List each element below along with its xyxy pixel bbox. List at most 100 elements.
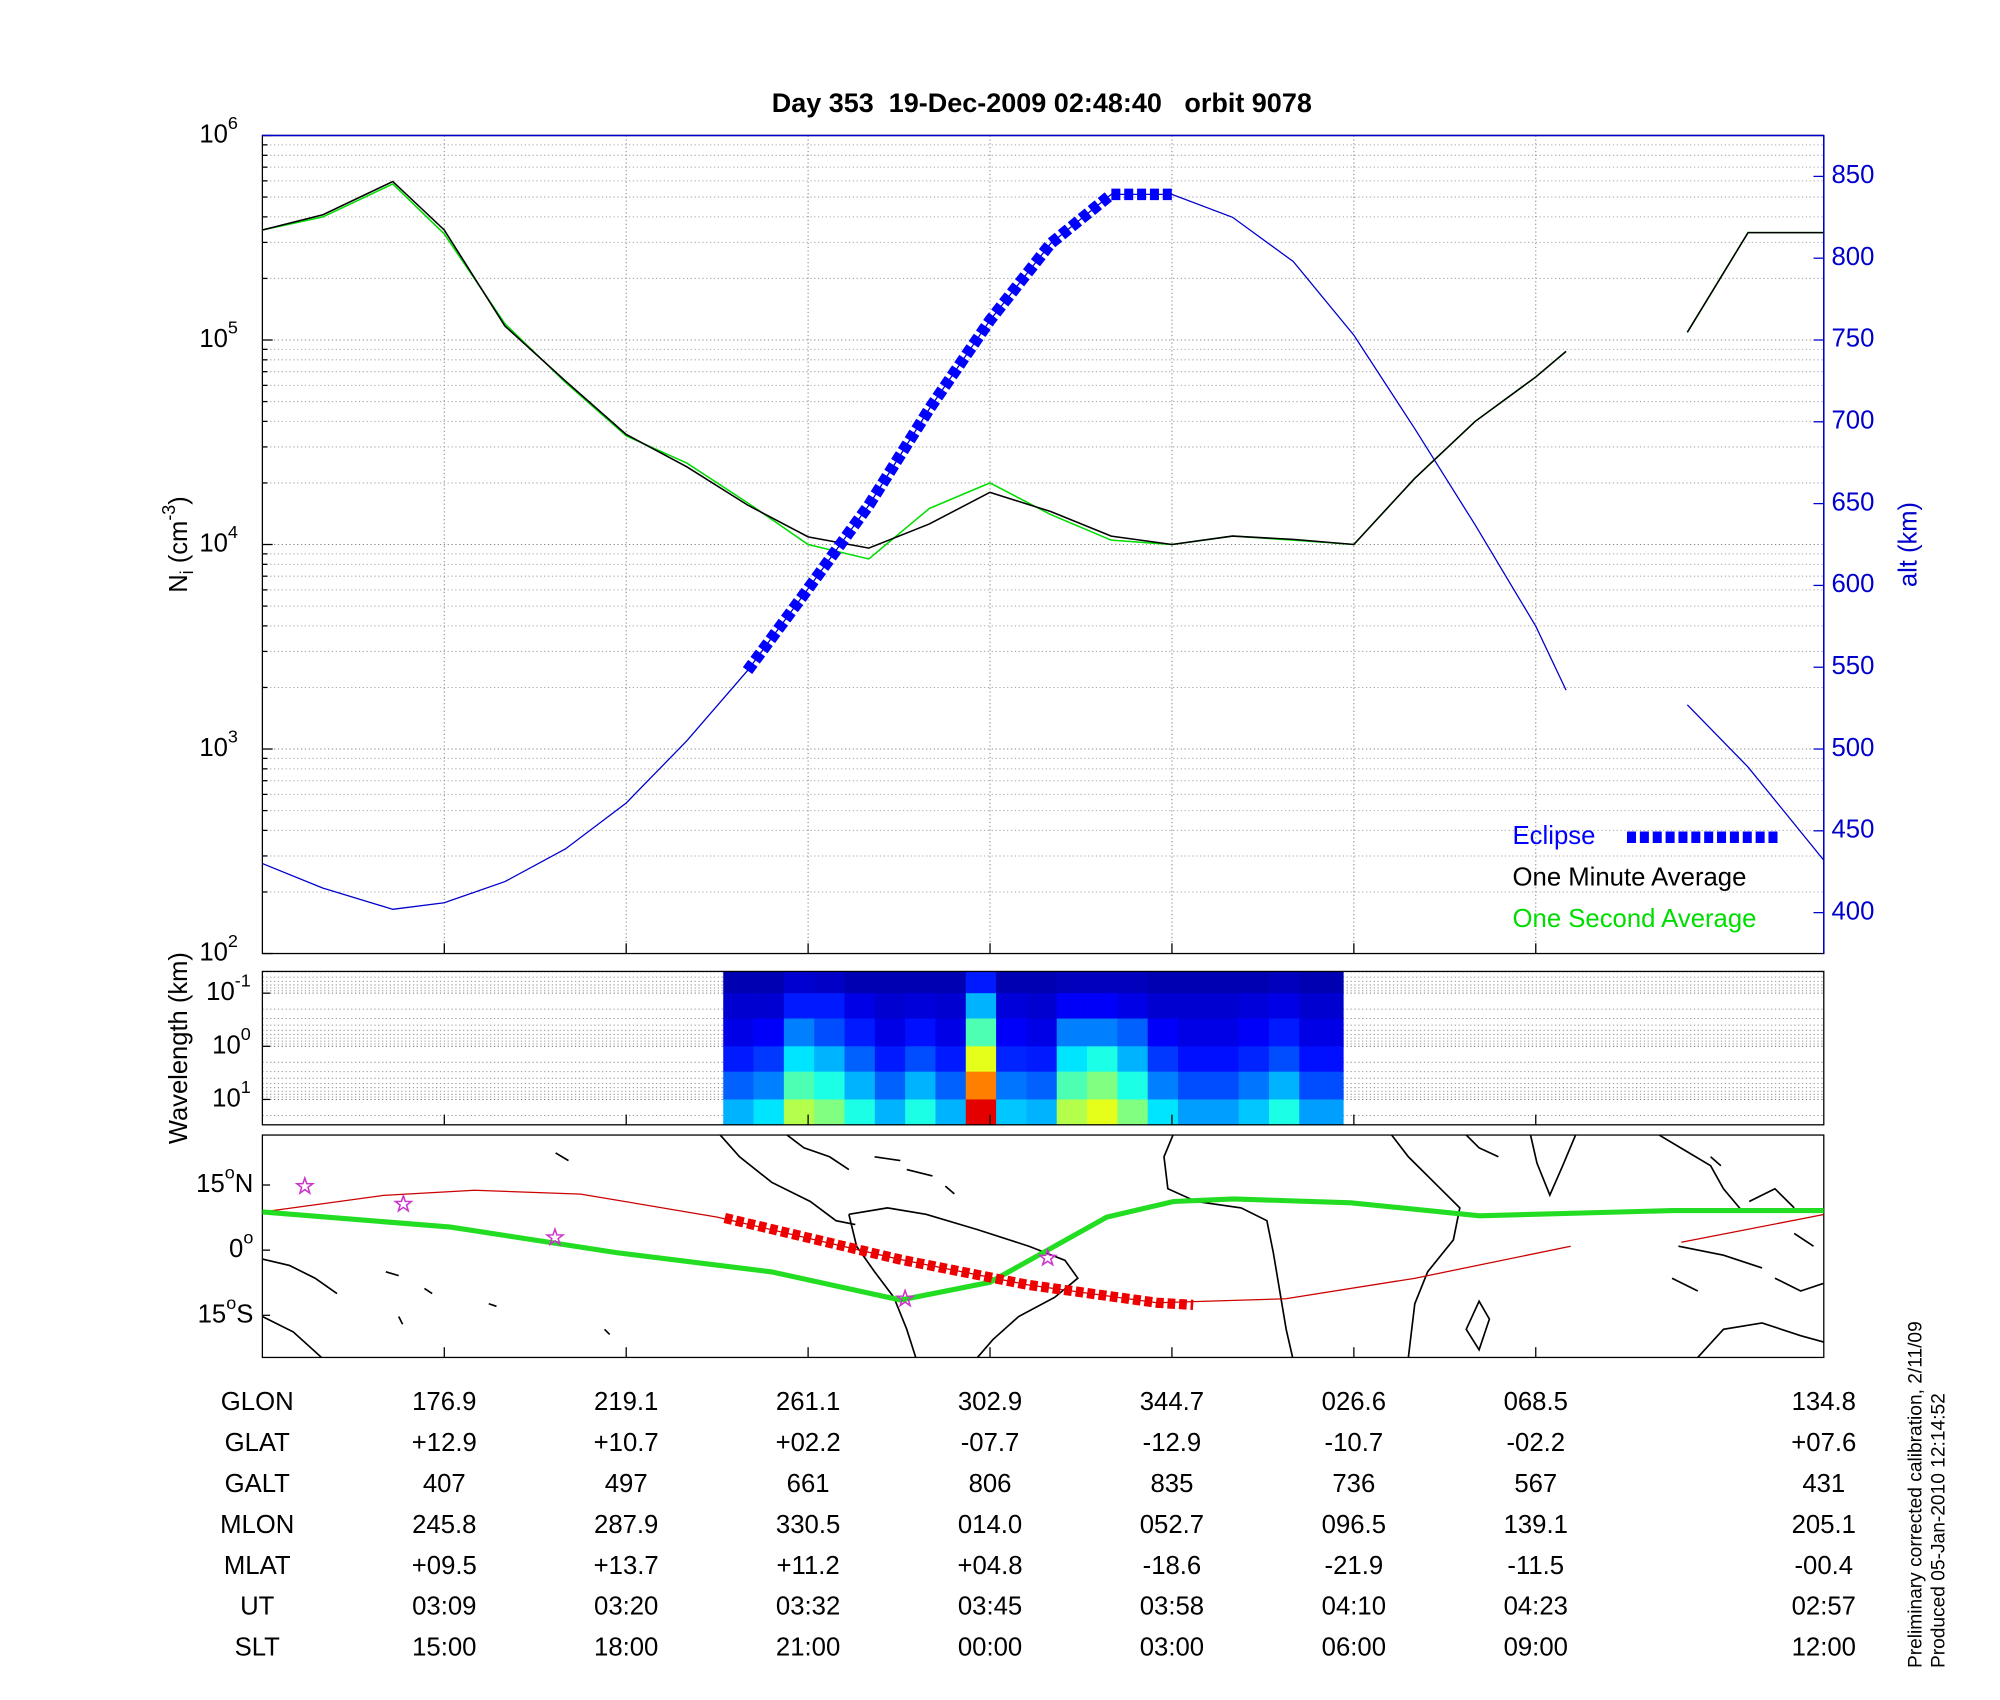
spectrogram-cell xyxy=(965,1018,997,1047)
spectrogram-cell xyxy=(905,1071,936,1100)
spectrogram-cell xyxy=(1238,1071,1270,1100)
table-cell: 052.7 xyxy=(1140,1511,1204,1539)
y-tick-label: 106 xyxy=(199,113,238,148)
spectrogram-cell xyxy=(1147,1018,1179,1047)
spectrogram-cell xyxy=(1026,1046,1058,1073)
series-line xyxy=(262,180,1824,549)
spectrogram-cell xyxy=(1026,1099,1058,1126)
table-cell: 02:57 xyxy=(1792,1593,1856,1621)
spectrogram-cell xyxy=(996,1099,1027,1126)
spectrogram-cell xyxy=(1268,993,1300,1019)
tick-sup: 3 xyxy=(228,726,238,746)
table-cell: 139.1 xyxy=(1504,1511,1568,1539)
spectrogram-cell xyxy=(1299,1071,1344,1100)
map-tracks xyxy=(262,1175,1824,1311)
spectrogram-cell xyxy=(905,1018,936,1047)
spectrogram-cell xyxy=(1087,1018,1118,1047)
table-cell: -00.4 xyxy=(1794,1552,1853,1580)
tick-base: 10 xyxy=(212,1084,241,1112)
table-cell: 04:23 xyxy=(1504,1593,1568,1621)
table-cell: 03:00 xyxy=(1140,1634,1204,1662)
y-tick-label: 400 xyxy=(1832,897,1875,925)
spectrogram-cell xyxy=(1208,993,1240,1019)
spectrogram-cell xyxy=(874,1018,906,1047)
table-cell: +02.2 xyxy=(776,1429,841,1457)
spectrogram-cell xyxy=(753,1099,785,1126)
spectrogram-cell xyxy=(935,1071,967,1100)
spectrogram-cell xyxy=(1147,993,1179,1019)
spectrogram-cell xyxy=(1238,1046,1270,1073)
table-cell: 302.9 xyxy=(958,1388,1022,1416)
spectrogram-cell xyxy=(1056,1018,1088,1047)
tick-sup: o xyxy=(225,1162,235,1182)
eclipse-line xyxy=(723,1213,1194,1311)
star-marker xyxy=(544,1226,566,1247)
y-tick-label: 10-1 xyxy=(206,970,251,1005)
table-row-label: MLON xyxy=(220,1511,294,1539)
table-row-label: GLON xyxy=(221,1388,294,1416)
tick-suffix: N xyxy=(235,1170,254,1198)
y-tick-label: 102 xyxy=(199,931,238,966)
spectrogram-cell xyxy=(844,1099,876,1126)
tick-base: 10 xyxy=(212,1031,241,1059)
table-cell: 431 xyxy=(1802,1470,1845,1498)
spectrogram-cell xyxy=(814,1018,845,1047)
spectrogram-cell xyxy=(753,1018,785,1047)
table-cell: +04.8 xyxy=(958,1552,1023,1580)
y-tick-label: 500 xyxy=(1832,734,1875,762)
y-tick-label: 550 xyxy=(1832,652,1875,680)
spectrogram-cell xyxy=(905,993,936,1019)
table-cell: -12.9 xyxy=(1143,1429,1202,1457)
spectrogram-cell xyxy=(1208,971,1240,994)
table-cell: 04:10 xyxy=(1322,1593,1386,1621)
spectrogram-cell xyxy=(1268,1071,1300,1100)
plot-area xyxy=(262,180,1824,910)
plot-frame xyxy=(261,970,1825,1126)
spectrogram-cell xyxy=(1087,1046,1118,1073)
spectrogram-cell xyxy=(935,971,967,994)
spectrogram-cell xyxy=(1238,971,1270,994)
y-axis-label: Ni (cm-3) xyxy=(158,496,196,593)
series-line xyxy=(742,188,1172,674)
tick-base: 10 xyxy=(199,120,228,148)
table-row-label: GALT xyxy=(225,1470,291,1498)
y-tick-label: 101 xyxy=(212,1077,251,1112)
tick-sup: 2 xyxy=(228,931,238,951)
tick-sup: 4 xyxy=(228,522,238,542)
table-cell: 661 xyxy=(787,1470,830,1498)
table-cell: -21.9 xyxy=(1325,1552,1384,1580)
spectrogram-cell xyxy=(1178,1046,1209,1073)
table-cell: 497 xyxy=(605,1470,648,1498)
table-cell: -18.6 xyxy=(1143,1552,1202,1580)
spectrogram-cell xyxy=(1147,1099,1179,1126)
coastlines xyxy=(262,1135,1824,1358)
y-tick-label: 15oS xyxy=(198,1293,254,1328)
spectrogram-cell xyxy=(996,993,1027,1019)
spectrogram-cell xyxy=(874,1099,906,1126)
chart-title: Day 353 19-Dec-2009 02:48:40 orbit 9078 xyxy=(772,88,1312,118)
table-cell: 134.8 xyxy=(1792,1388,1856,1416)
spectrogram-cell xyxy=(1178,1099,1209,1126)
table-cell: 407 xyxy=(423,1470,466,1498)
y-tick-label: 105 xyxy=(199,317,238,352)
y-tick-label: 600 xyxy=(1832,570,1875,598)
table-cell: 026.6 xyxy=(1322,1388,1386,1416)
spectrogram-cell xyxy=(814,1071,845,1100)
spectrogram-cell xyxy=(935,1018,967,1047)
spectrogram-cell xyxy=(1147,1071,1179,1100)
spectrogram-cell xyxy=(814,1099,845,1126)
y-tick-label: 15oN xyxy=(196,1162,253,1197)
spectrogram-cell xyxy=(1056,1046,1088,1073)
legend-label: One Second Average xyxy=(1513,905,1757,933)
dip-equator-line xyxy=(262,1196,1824,1303)
table-cell: 736 xyxy=(1332,1470,1375,1498)
tick-base: 10 xyxy=(199,529,228,557)
spectrogram-cell xyxy=(874,1046,906,1073)
y-label-part: -3 xyxy=(158,505,178,521)
spectrogram-cell xyxy=(1056,1071,1088,1100)
spectrogram-cell xyxy=(1117,1046,1149,1073)
star-marker xyxy=(393,1193,414,1213)
y-label-part: N xyxy=(165,574,193,592)
tick-sup: 0 xyxy=(241,1024,251,1044)
